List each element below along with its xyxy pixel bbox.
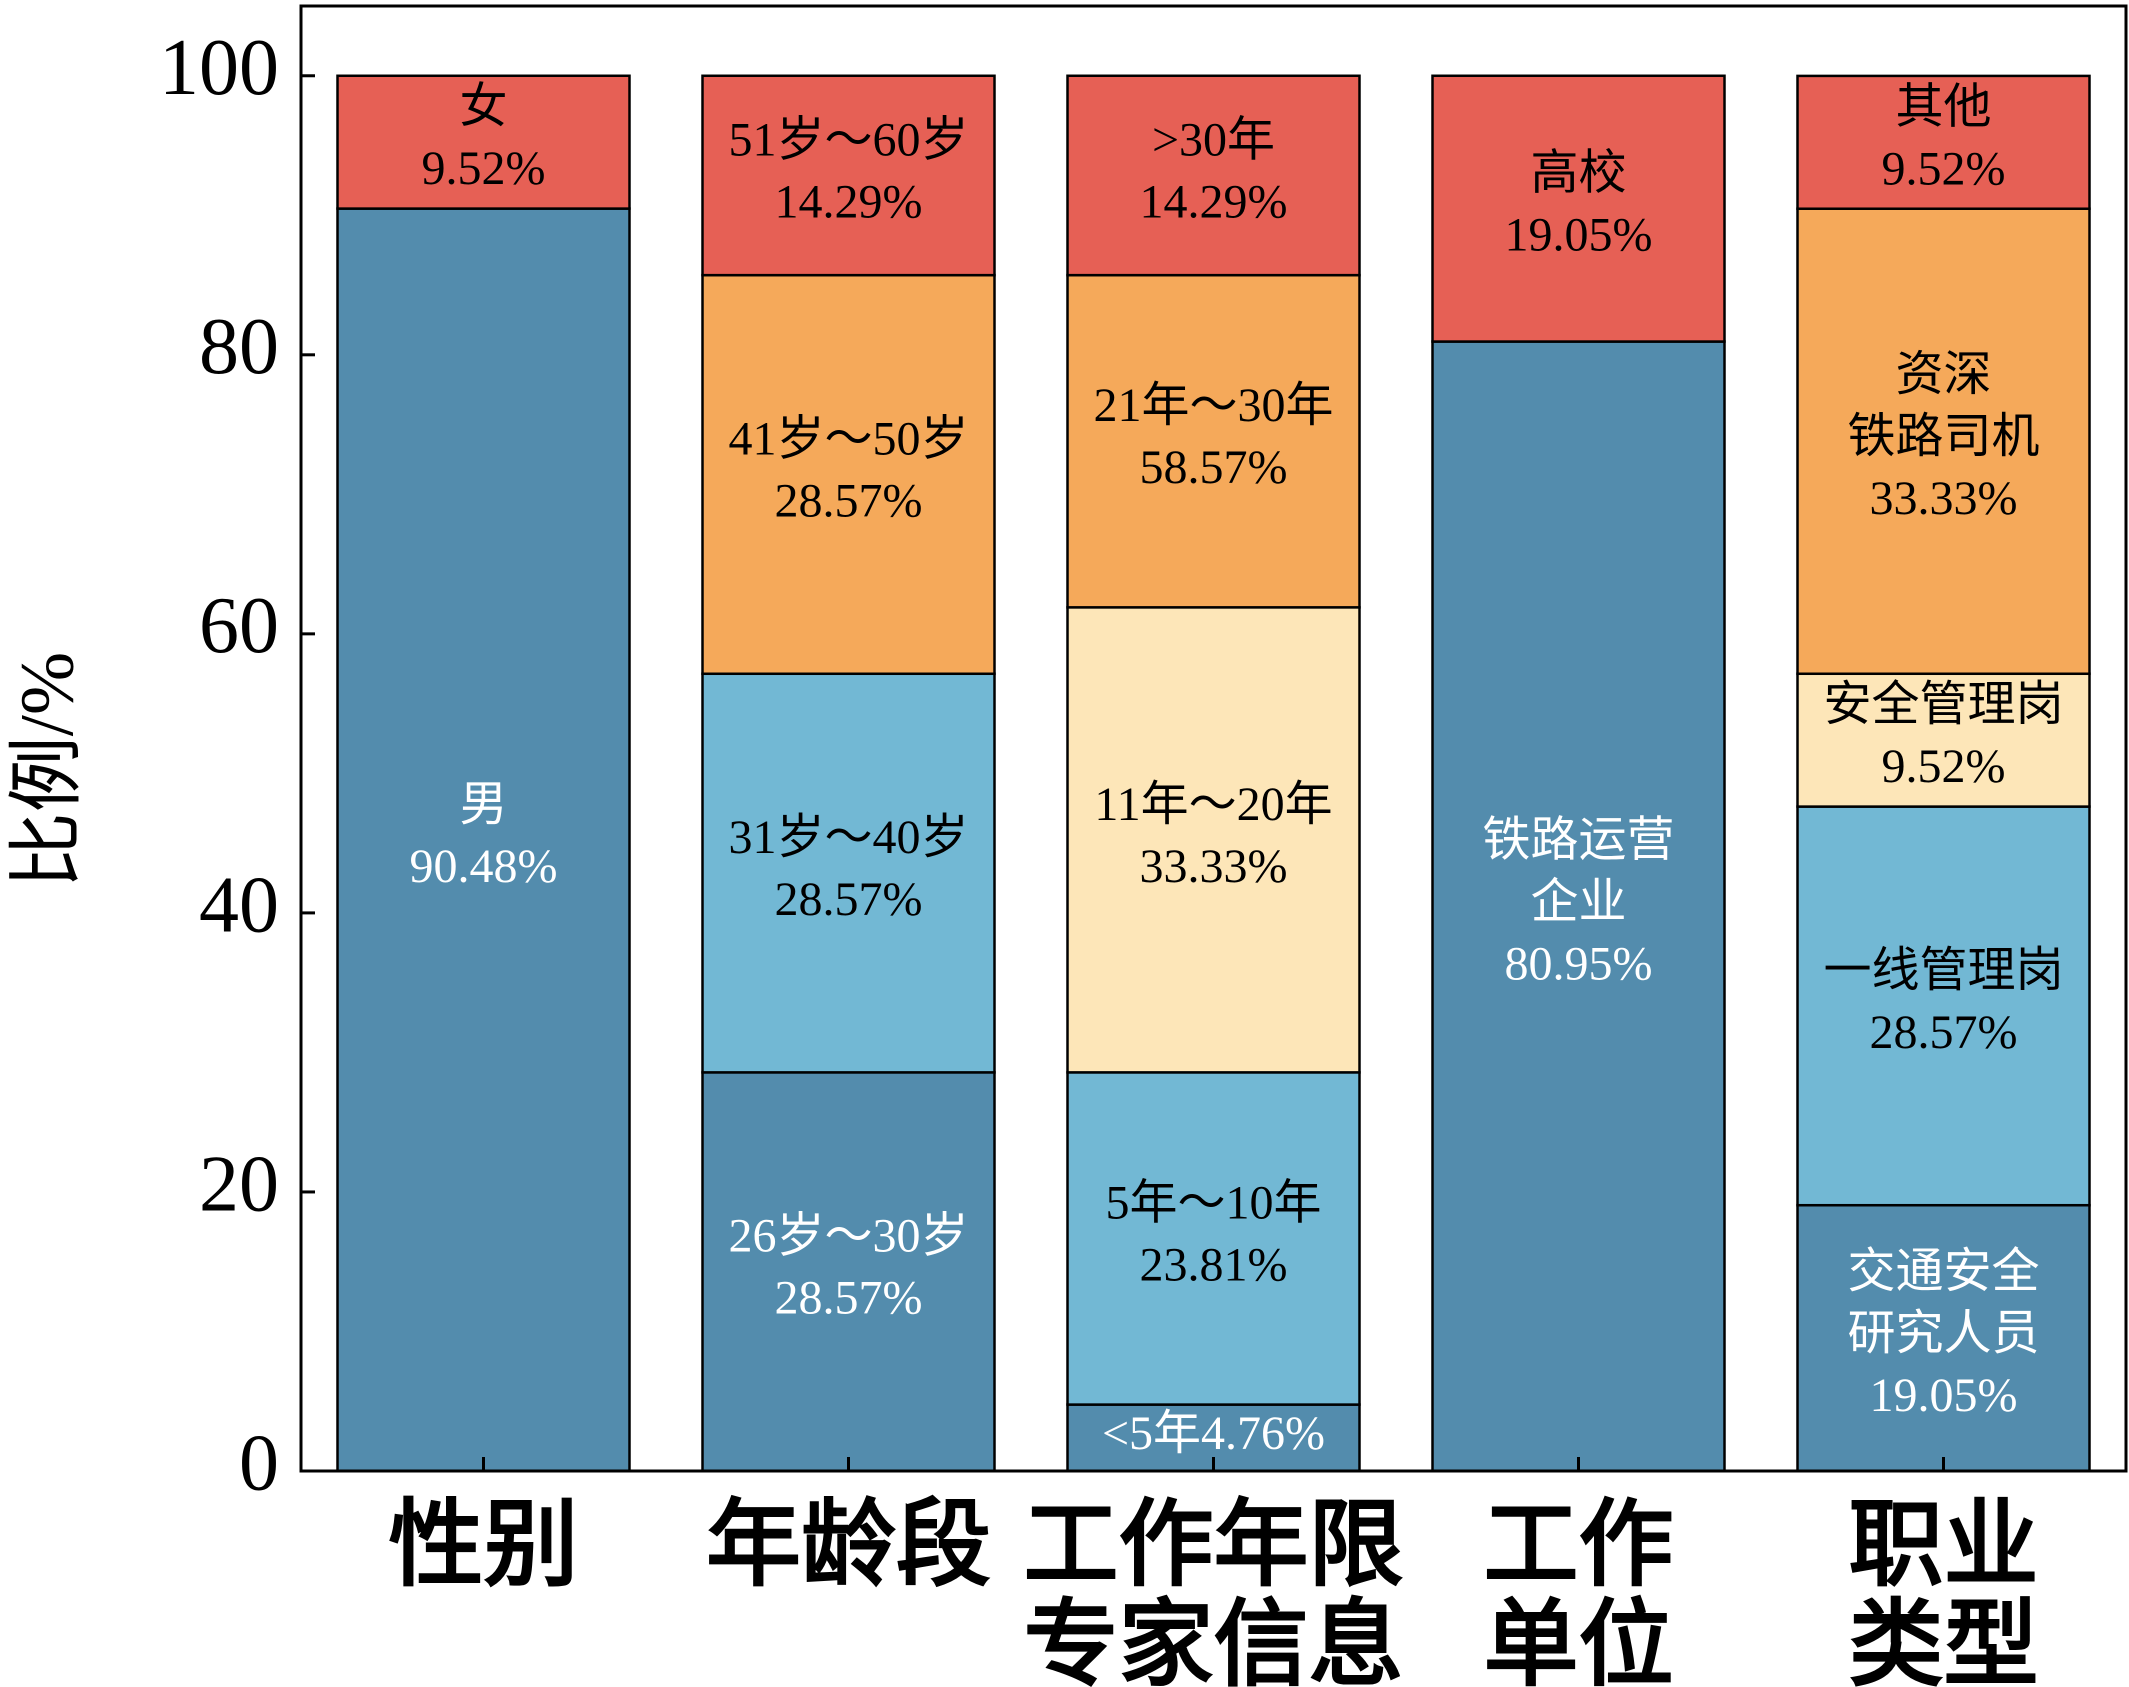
bar-segment	[1796, 1203, 2091, 1473]
segment-label-line: 企业	[1530, 875, 1626, 928]
segment-label-line: <5年4.76%	[1102, 1407, 1325, 1460]
segment-label: 其他 9.52%	[1882, 80, 2006, 195]
bar-segment	[1066, 606, 1361, 1074]
segment-label-line: 高校	[1530, 147, 1626, 200]
segment-label-line: 一线管理岗	[1823, 944, 2063, 997]
segment-label-line: 33.33%	[1870, 472, 2018, 525]
x-tick-label: 职业类型	[1848, 1490, 2038, 1687]
bar-segment	[701, 1071, 996, 1473]
segment-label-line: 安全管理岗	[1823, 678, 2063, 731]
segment-label: 26岁～30岁 28.57%	[728, 1210, 968, 1325]
x-tick-label: 工作年限专家信息	[1023, 1490, 1403, 1687]
segment-label-line: 19.05%	[1870, 1369, 2018, 1422]
x-tick-label-line: 工作年限	[1023, 1490, 1403, 1600]
bar-segment	[1066, 273, 1361, 609]
segment-label-line: 14.29%	[775, 175, 923, 228]
segment-label-line: 5年～10年	[1105, 1176, 1321, 1229]
segment-label-line: 9.52%	[1882, 142, 2006, 195]
y-tick-label: 20	[199, 1140, 279, 1228]
bar-segment	[1796, 74, 2091, 210]
segment-label-line: 女	[459, 80, 507, 133]
segment-label-line: 交通安全	[1847, 1245, 2039, 1298]
bar-segment	[1796, 207, 2091, 676]
segment-label: 交通安全研究人员 19.05%	[1847, 1245, 2039, 1422]
segment-label-line: 铁路司机	[1847, 410, 2039, 463]
segment-label-line: 23.81%	[1140, 1238, 1288, 1291]
bar-segment	[1431, 340, 1726, 1473]
x-tick-label-line: 工作	[1483, 1490, 1673, 1600]
segment-label-line: 58.57%	[1140, 441, 1288, 494]
segment-label: 51岁～60岁 14.29%	[728, 113, 968, 228]
segment-label: 21年～30年 58.57%	[1093, 379, 1333, 494]
y-tick-label: 80	[199, 303, 279, 391]
segment-label-line: 80.95%	[1505, 937, 1653, 990]
x-tick-label: 工作单位	[1483, 1490, 1673, 1687]
segment-label-line: 28.57%	[775, 1272, 923, 1325]
segment-label-line: 研究人员	[1847, 1307, 2039, 1360]
segment-label: 41岁～50岁 28.57%	[728, 412, 968, 527]
segment-label-line: 铁路运营	[1482, 813, 1674, 866]
x-tick-label: 性别	[388, 1490, 578, 1600]
y-tick-label: 100	[159, 24, 279, 112]
x-tick-label-line: 性别	[388, 1490, 578, 1600]
segment-label: 铁路运营企业 80.95%	[1482, 813, 1674, 990]
segment-label-line: 9.52%	[422, 142, 546, 195]
segment-label-line: 11年～20年	[1094, 778, 1332, 831]
bar-segment	[1066, 74, 1361, 277]
segment-label: <5年4.76%	[1102, 1407, 1325, 1460]
segment-label-line: 51岁～60岁	[728, 113, 968, 166]
segment-label-line: 90.48%	[410, 840, 558, 893]
bar-segment	[1431, 74, 1726, 343]
segment-label-line: 26岁～30岁	[728, 1210, 968, 1263]
segment-label: 11年～20年 33.33%	[1094, 778, 1332, 893]
x-tick-label: 年龄段	[706, 1490, 991, 1600]
segment-label-line: 14.29%	[1140, 175, 1288, 228]
segment-label-line: 28.57%	[775, 474, 923, 527]
segment-label: 安全管理岗 9.52%	[1823, 678, 2063, 793]
segment-label: 男 90.48%	[410, 778, 558, 893]
y-tick-label: 40	[199, 861, 279, 949]
segment-label-line: 28.57%	[775, 873, 923, 926]
segment-label-line: 41岁～50岁	[728, 412, 968, 465]
x-tick-label-line: 单位	[1483, 1590, 1673, 1687]
segment-label-line: 9.52%	[1882, 740, 2006, 793]
x-tick-label-line: 专家信息	[1023, 1590, 1403, 1687]
segment-label: 一线管理岗 28.57%	[1823, 944, 2063, 1059]
y-tick-label: 0	[239, 1419, 279, 1507]
bar-segment	[336, 74, 631, 210]
x-tick-label-line: 类型	[1848, 1590, 2038, 1687]
segment-label: 5年～10年 23.81%	[1105, 1176, 1321, 1291]
bar-segment	[1796, 672, 2091, 808]
segment-label-line: 31岁～40岁	[728, 811, 968, 864]
segment-label-line: 28.57%	[1870, 1006, 2018, 1059]
bar-segment	[701, 273, 996, 676]
segment-label-line: 33.33%	[1140, 840, 1288, 893]
plot-frame	[299, 4, 2128, 1473]
bar-segment	[336, 207, 631, 1473]
bar-segment	[701, 74, 996, 277]
segment-label: 31岁～40岁 28.57%	[728, 811, 968, 926]
segment-label: 高校 19.05%	[1505, 147, 1653, 262]
y-tick-label: 60	[199, 582, 279, 670]
segment-label-line: 资深	[1895, 348, 1991, 401]
segment-label-line: 其他	[1895, 80, 1991, 133]
x-tick-label-line: 职业	[1848, 1490, 2038, 1600]
segment-label-line: >30年	[1152, 113, 1275, 166]
x-tick-label-line: 年龄段	[706, 1490, 991, 1600]
segment-label: >30年 14.29%	[1140, 113, 1288, 228]
segment-label-line: 21年～30年	[1093, 379, 1333, 432]
bar-segment	[1796, 805, 2091, 1207]
segment-label-line: 男	[459, 778, 507, 831]
segment-label: 资深铁路司机 33.33%	[1847, 348, 2039, 525]
bar-segment	[701, 672, 996, 1074]
segment-label-line: 19.05%	[1505, 209, 1653, 262]
bar-segment	[1066, 1071, 1361, 1406]
y-axis-label: 比例/%	[5, 652, 89, 888]
segment-label: 女 9.52%	[422, 80, 546, 195]
